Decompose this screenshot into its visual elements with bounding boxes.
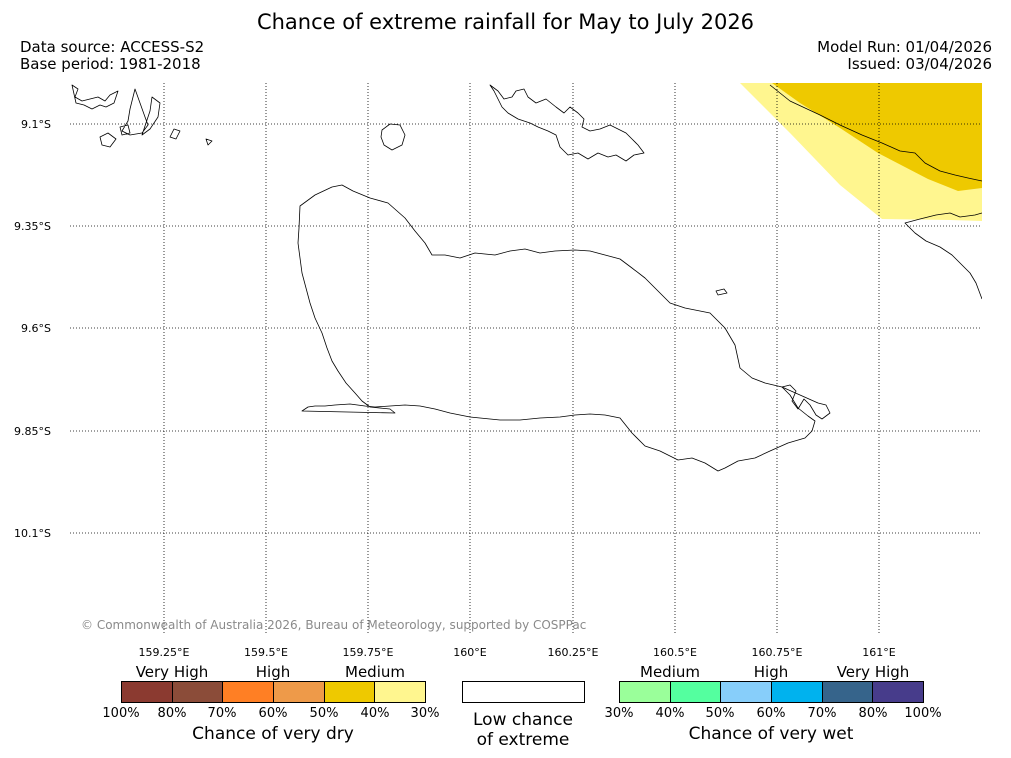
dry-tick: 30% [410,706,440,721]
wet-caption: Chance of very wet [688,724,854,744]
wet-category-label: Very High [836,663,910,681]
shade-medium-dry [772,83,982,191]
dry-swatch [122,682,173,702]
low-chance-swatch [462,681,585,703]
dry-tick: 50% [309,706,339,721]
russell-islands-coast [71,84,213,148]
wet-category-label: Medium [640,663,700,681]
model-run: Model Run: 01/04/2026 [817,38,992,56]
wet-swatch [873,682,924,702]
dry-colorbar [121,681,426,703]
dry-tick: 60% [258,706,288,721]
lon-label: 159.25°E [138,646,190,659]
coastlines [71,84,982,472]
dry-caption: Chance of very dry [192,724,354,744]
copyright-notice: © Commonwealth of Australia 2026, Bureau… [81,618,587,632]
dry-tick: 80% [157,706,187,721]
dry-tick: 100% [102,706,140,721]
lon-label: 159.75°E [342,646,394,659]
lon-label: 160°E [453,646,487,659]
low-chance-line1: Low chance [473,710,573,730]
dry-category-label: Medium [345,663,405,681]
wet-colorbar [619,681,924,703]
wet-swatch [721,682,773,702]
dry-swatch [223,682,275,702]
rainfall-map [70,83,982,634]
lat-label: 9.85°S [14,425,51,438]
islet-north-coast [380,123,406,151]
dry-swatch [274,682,325,702]
dry-tick: 70% [207,706,237,721]
map-title: Chance of extreme rainfall for May to Ju… [256,10,755,34]
lat-label: 9.6°S [21,322,51,335]
wet-swatch [772,682,823,702]
wet-category-label: High [753,663,789,681]
main-island-coast [297,184,816,472]
wet-tick: 80% [858,706,888,721]
lat-label: 10.1°S [14,527,51,540]
low-chance-line2: of extreme [476,730,570,750]
wet-tick: 60% [756,706,786,721]
wet-tick: 70% [807,706,837,721]
lon-label: 160.75°E [751,646,803,659]
lon-label: 159.5°E [244,646,288,659]
lon-label: 160.25°E [547,646,599,659]
lat-label: 9.35°S [14,220,51,233]
wet-swatch [822,682,874,702]
source-info: Data source: ACCESS-S2 Base period: 1981… [20,39,204,73]
lon-label: 160.5°E [653,646,697,659]
lat-label: 9.1°S [21,118,51,131]
wet-tick: 40% [655,706,685,721]
graticule [70,83,982,634]
wet-swatch [670,682,722,702]
lon-label: 161°E [862,646,896,659]
east-islets-coast [781,384,831,420]
issued-date: Issued: 03/04/2026 [847,55,992,73]
base-period: Base period: 1981-2018 [20,55,201,73]
wet-tick: 50% [705,706,735,721]
dry-category-label: Very High [135,663,209,681]
dry-swatch [375,682,426,702]
dry-category-label: High [255,663,291,681]
run-info: Model Run: 01/04/2026 Issued: 03/04/2026 [817,39,992,73]
dry-swatch [172,682,224,702]
data-source: Data source: ACCESS-S2 [20,38,205,56]
dry-tick: 40% [360,706,390,721]
florida-islands-coast [489,84,645,162]
wet-tick: 30% [604,706,634,721]
wet-tick: 100% [904,706,942,721]
wet-swatch [620,682,671,702]
low-chance-caption: Low chance of extreme [443,710,603,750]
malaita-coast [769,84,982,300]
small-islet-coast [715,288,728,296]
dry-swatch [324,682,376,702]
